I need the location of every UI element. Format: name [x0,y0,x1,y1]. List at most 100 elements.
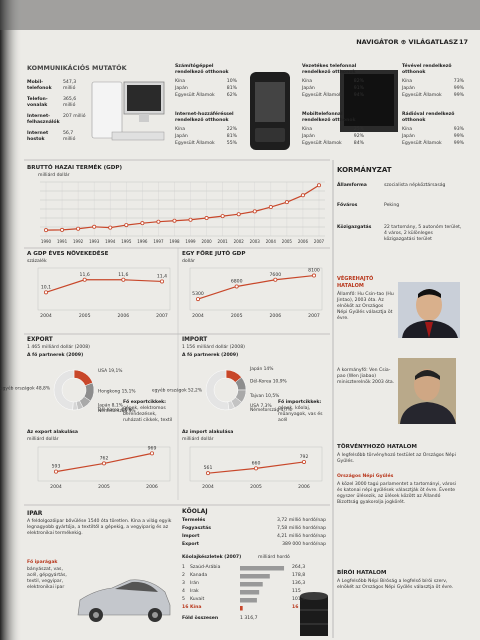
segment-label: Németország 4% [98,407,136,414]
row-value: 25% [353,127,364,132]
segment-label: Németország 4,7% [250,406,292,413]
data-point [54,469,59,474]
paragraph: bányászat, vas, acél, gépgyártás, textil… [27,567,67,590]
data-point [124,223,129,228]
row-label: Internet hostok [27,131,49,142]
data-point [44,228,49,233]
row-value: 73% [453,79,464,84]
amount: 1 156 milliárd dollár (2008) [182,345,245,350]
country: Irán [190,581,199,586]
box-title: Számítógéppel rendelkező otthonok [175,64,229,75]
row-label: Kína [402,79,413,84]
portrait-photo [398,358,456,424]
x-tick-label: 2007 [156,313,168,319]
chart-subtitle: milliárd dollár [182,437,214,442]
data-label: 792 [300,454,309,460]
data-label: 11,6 [118,272,128,278]
chart-title: Az import alakulása [182,430,234,435]
row-label: Japán [402,86,415,91]
plot-frame [37,267,171,311]
bar [240,598,257,603]
row-value: 10% [226,79,237,84]
row-label: Kína [302,79,313,84]
section-title: BÍRÓI HATALOM [337,570,387,576]
data-point [195,297,200,302]
row-label: Egyesült Államok [175,93,215,98]
subheading: Országos Népi Gyűlés [337,474,394,479]
x-tick-label: 1990 [41,239,52,244]
paragraph: A feldolgozóipar bővülése 1540 óta töret… [27,519,172,536]
data-point [220,214,225,219]
subheading: Fő exportcikkek: [123,400,166,405]
donut-segment [53,369,75,411]
bar-label: 101,5 [292,597,306,602]
data-label: 6800 [231,278,243,284]
x-tick-label: 2006 [298,484,310,490]
plot-frame [189,267,323,311]
data-label: 8100 [308,268,320,274]
section-title: VÉGREHAJTÓ HATALOM [337,276,374,289]
data-point [156,219,161,224]
row-label: Fogyasztás [182,526,211,531]
segment-label: egyéb országok 48,8% [0,384,50,391]
chart-subtitle: milliárd dollár [38,173,70,178]
row-label: Import [182,534,200,539]
data-label: 11,4 [157,273,167,279]
segment-label: Dél-Korea 4,6% [98,406,132,413]
data-point [284,200,289,205]
x-tick-label: 2002 [234,239,245,244]
total-label: Föld összesen [182,616,219,621]
section-title: EXPORT [27,337,53,343]
row-value: 91% [353,86,364,91]
bar-label: 178,8 [292,573,306,578]
bar [240,590,260,595]
x-tick-label: 1998 [169,239,180,244]
bar-label: 115 [292,589,301,594]
box-title: Vezetékes telefonnal rendelkező otthonok [302,64,357,75]
row-value: 84% [353,141,364,146]
x-tick-label: 1995 [121,239,132,244]
x-tick-label: 1992 [73,239,84,244]
rank: 16 [182,605,189,610]
data-point [311,273,316,278]
subheading: A fő partnerek (2009) [27,353,84,358]
data-point [172,218,177,223]
subheading: Fő importcikkek: [278,400,322,405]
x-tick-label: 2006 [298,239,309,244]
section-title: KŐOLAJ [182,508,208,515]
goods-text: gépek, kőolaj, műanyagok, vas és acél [278,406,323,423]
row-label: Japán [175,134,188,139]
data-point [108,225,113,230]
segment-label: Tajvan 10,5% [249,393,279,399]
rank: 2 [182,573,185,578]
rank: 3 [182,581,185,586]
x-tick-label: 1993 [89,239,100,244]
section-title: KORMÁNYZAT [337,166,392,174]
country: Kína [190,605,202,610]
bar [240,574,270,579]
data-label: 660 [252,460,261,466]
x-tick-label: 2004 [40,313,52,319]
rank: 1 [182,565,185,570]
data-point [140,221,145,226]
row-label: Egyesült Államok [302,141,342,146]
chart-title: EGY FŐRE JUTÓ GDP [182,251,246,257]
row-label: Export [182,542,200,547]
paragraph: A közel 3000 tagú parlamentet a tartomán… [337,482,457,505]
data-point [82,277,87,282]
row-label: Egyesült Államok [402,93,442,98]
data-point [234,284,239,289]
segment-label: egyéb országok 52,2% [152,387,202,394]
segment-label: Hongkong 15,1% [98,388,136,394]
row-value: 62% [226,93,237,98]
plot-frame [37,446,171,482]
row-label: Közigazgatás [337,225,372,230]
x-tick-label: 2005 [231,313,243,319]
amount: 1 465 milliárd dollár (2008) [27,345,90,350]
data-point [159,279,164,284]
country: Kuvait [190,597,205,602]
computer-image [91,81,165,141]
phone-image [250,72,290,150]
bar [240,566,285,571]
